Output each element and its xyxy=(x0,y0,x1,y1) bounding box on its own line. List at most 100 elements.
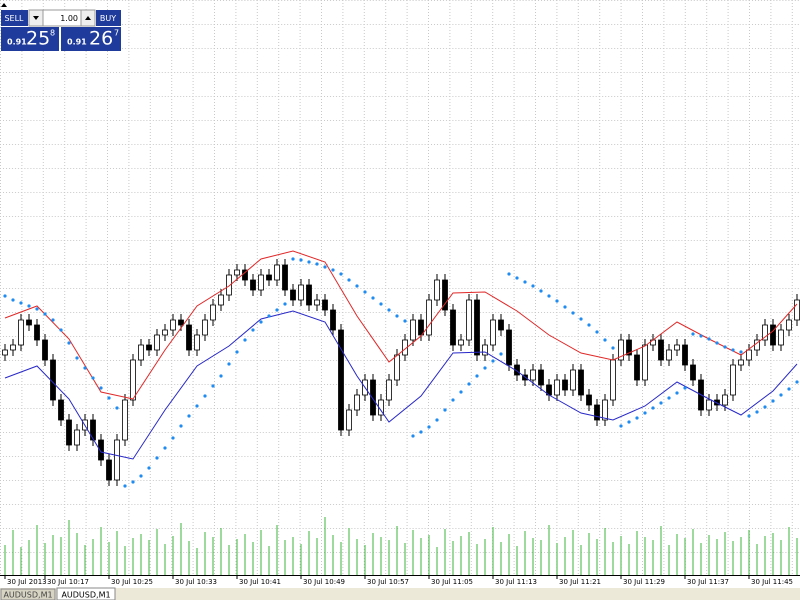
sar-dot xyxy=(723,345,727,349)
candle-body xyxy=(370,379,376,416)
candle-body xyxy=(322,299,328,311)
sar-dot xyxy=(523,280,527,284)
candle-body xyxy=(138,344,144,361)
sar-dot xyxy=(611,346,615,350)
candle-body xyxy=(594,404,600,421)
candle-body xyxy=(258,274,264,291)
candle-body xyxy=(570,369,576,391)
lot-value[interactable]: 1.00 xyxy=(60,14,78,23)
tab-label[interactable]: AUDUSD,M1 xyxy=(3,591,52,600)
time-axis xyxy=(0,575,800,588)
sar-dot xyxy=(779,393,783,397)
sar-dot xyxy=(363,290,367,294)
sar-dot xyxy=(3,294,7,298)
buy-price-sup[interactable]: 7 xyxy=(114,29,119,38)
sar-dot xyxy=(475,374,479,378)
sar-dot xyxy=(291,257,295,261)
sar-dot xyxy=(323,265,327,269)
candle-body xyxy=(738,359,744,366)
grid xyxy=(0,0,800,575)
sell-button[interactable] xyxy=(1,10,28,26)
x-tick-label: 30 Jul 10:25 xyxy=(111,578,153,586)
sar-dot xyxy=(643,411,647,415)
sar-dot xyxy=(483,366,487,370)
sar-dot xyxy=(203,394,207,398)
buy-price-prefix[interactable]: 0.91 xyxy=(67,38,87,47)
candle-body xyxy=(146,344,152,351)
candle-body xyxy=(554,379,560,396)
candle-body xyxy=(74,429,80,446)
candle-body xyxy=(210,304,216,321)
candle-body xyxy=(682,344,688,366)
candle-body xyxy=(122,399,128,441)
candle-body xyxy=(306,284,312,306)
sar-dot xyxy=(275,308,279,312)
sar-dot xyxy=(579,317,583,321)
tab[interactable] xyxy=(0,588,56,600)
sar-dot xyxy=(83,366,87,370)
candle-body xyxy=(578,369,584,396)
sar-dot xyxy=(139,474,143,478)
sell-price-prefix[interactable]: 0.91 xyxy=(7,38,27,47)
sar-dot xyxy=(171,436,175,440)
sell-price-box[interactable] xyxy=(1,27,59,51)
collapse-icon[interactable] xyxy=(1,3,7,7)
sar-dot xyxy=(739,350,743,354)
candle-body xyxy=(626,339,632,356)
sar-dot xyxy=(35,307,39,311)
sell-price-big[interactable]: 25 xyxy=(26,28,50,50)
buy-button[interactable] xyxy=(96,10,121,26)
sar-dot xyxy=(283,302,287,306)
sar-dot xyxy=(531,284,535,288)
sar-dot xyxy=(107,396,111,400)
sell-price-sup[interactable]: 8 xyxy=(50,29,55,38)
sar-dot xyxy=(763,405,767,409)
tab-label[interactable]: AUDUSD,M1 xyxy=(61,591,110,600)
sar-dot xyxy=(267,314,271,318)
candle-body xyxy=(298,284,304,301)
candle-body xyxy=(234,269,240,276)
sar-dot xyxy=(515,276,519,280)
sell-label[interactable]: SELL xyxy=(4,14,24,23)
sar-dot xyxy=(211,384,215,388)
sar-dot xyxy=(219,374,223,378)
sar-dot xyxy=(771,399,775,403)
candle-body xyxy=(674,344,680,351)
buy-label[interactable]: BUY xyxy=(100,14,116,23)
sar-dot xyxy=(699,334,703,338)
candle-body xyxy=(194,334,200,351)
sar-dot xyxy=(243,338,247,342)
sar-dot xyxy=(539,289,543,293)
candle-body xyxy=(186,324,192,351)
tab-active[interactable] xyxy=(56,587,116,600)
x-tick-label: 30 Jul 11:21 xyxy=(559,578,601,586)
x-tick-label: 30 Jul 11:45 xyxy=(751,578,793,586)
time-axis-labels: 30 Jul 2013 30 Jul 10:17 30 Jul 10:25 30 Ju… xyxy=(4,575,793,586)
sar-dot xyxy=(155,456,159,460)
candle-body xyxy=(530,369,536,381)
candle-body xyxy=(98,439,104,461)
buy-price-big[interactable]: 26 xyxy=(89,28,113,50)
candle-body xyxy=(778,329,784,346)
candle-body xyxy=(26,319,32,326)
sar-dot xyxy=(427,425,431,429)
sar-dot xyxy=(435,418,439,422)
candle-body xyxy=(610,359,616,401)
candle-body xyxy=(634,354,640,381)
candle-body xyxy=(794,299,800,321)
candle-body xyxy=(722,394,728,406)
sar-dot xyxy=(795,380,799,384)
buy-price-box[interactable] xyxy=(61,27,121,51)
arrow-up xyxy=(85,16,91,20)
sar-dot xyxy=(683,386,687,390)
candle-body xyxy=(538,369,544,386)
sar-dot xyxy=(555,299,559,303)
x-tick-label: 30 Jul 10:17 xyxy=(47,578,89,586)
sar-dot xyxy=(259,320,263,324)
candle-body xyxy=(314,299,320,306)
sar-dot xyxy=(747,414,751,418)
arrow-down xyxy=(33,16,39,20)
candle-body xyxy=(490,319,496,346)
sar-dot xyxy=(123,484,127,488)
x-tick-label: 30 Jul 11:37 xyxy=(687,578,729,586)
